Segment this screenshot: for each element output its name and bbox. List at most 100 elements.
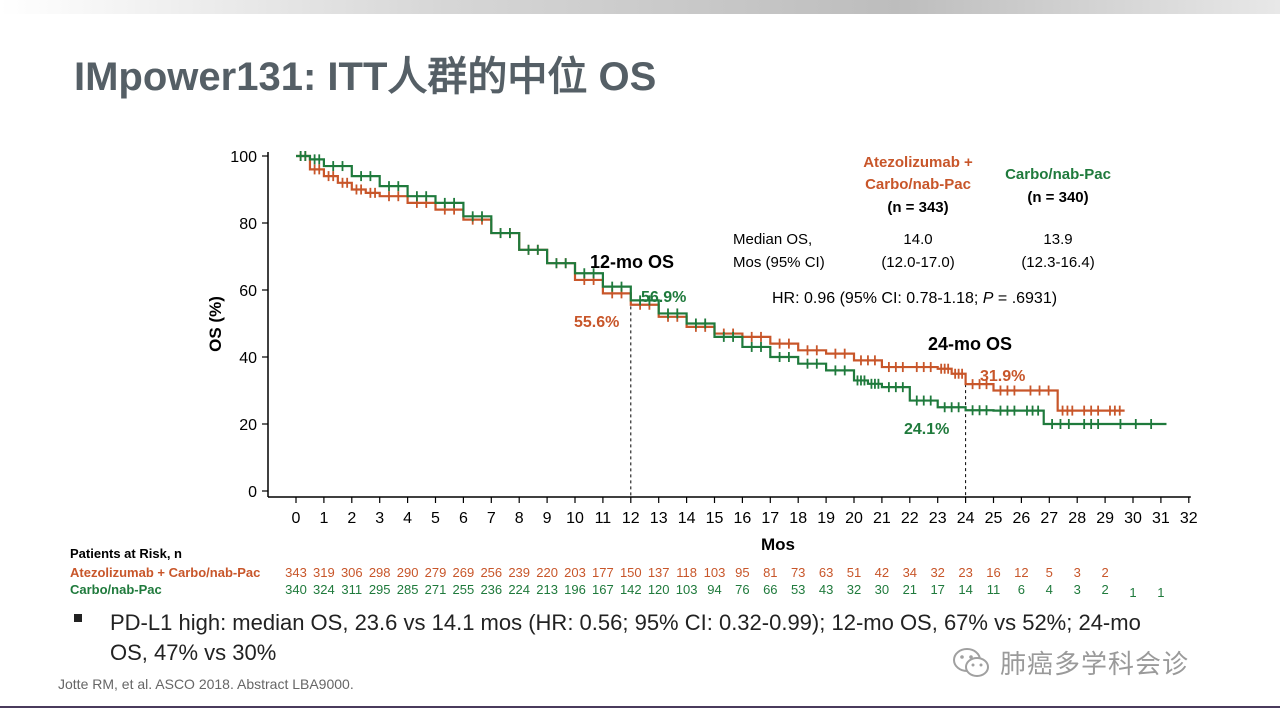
x-tick-label: 23 (929, 510, 947, 527)
x-tick-label: 26 (1013, 510, 1031, 527)
stats-atezo-median: 14.0 (903, 231, 932, 248)
os12-label: 12-mo OS (590, 252, 674, 272)
risk-value: 12 (1014, 565, 1029, 580)
x-tick-label: 30 (1124, 510, 1142, 527)
os24-label: 24-mo OS (928, 334, 1012, 354)
risk-value: 11 (986, 582, 1001, 597)
legend-atezo-n: (n = 343) (887, 199, 948, 216)
y-tick-label: 0 (248, 484, 257, 501)
risk-value: 17 (930, 582, 945, 597)
risk-value: 285 (396, 582, 419, 597)
risk-value: 295 (368, 582, 391, 597)
os24-carbo-value: 24.1% (904, 421, 949, 438)
risk-value: 6 (1017, 582, 1025, 597)
risk-row-label: Carbo/nab-Pac (70, 582, 162, 597)
y-tick-label: 80 (239, 216, 257, 233)
risk-value: 53 (790, 582, 806, 597)
risk-value: 34 (902, 565, 918, 580)
x-tick-label: 17 (761, 510, 779, 527)
slide-title: IMpower131: ITT人群的中位 OS (74, 55, 657, 99)
bullet-text: PD-L1 high: median OS, 23.6 vs 14.1 mos … (110, 610, 1141, 665)
risk-value: 81 (763, 565, 778, 580)
risk-value: 16 (986, 565, 1001, 580)
bottom-rule (0, 706, 1280, 708)
risk-value: 2 (1101, 582, 1109, 597)
risk-value: 220 (536, 565, 558, 580)
y-tick-label: 40 (239, 350, 257, 367)
risk-value: 137 (647, 565, 670, 580)
km-curve-carbo (296, 154, 1167, 426)
risk-value: 236 (480, 582, 503, 597)
x-tick-label: 9 (543, 510, 552, 527)
risk-value: 42 (874, 565, 890, 580)
risk-row-label: Atezolizumab + Carbo/nab-Pac (70, 565, 261, 580)
top-gradient-bar (0, 0, 1280, 14)
risk-value: 324 (313, 582, 335, 597)
risk-value: 76 (735, 582, 750, 597)
x-tick-label: 1 (319, 510, 328, 527)
risk-value: 5 (1045, 565, 1053, 580)
y-axis-label: OS (%) (206, 296, 225, 352)
risk-value: 311 (341, 582, 363, 597)
stats-carbo-ci: (12.3-16.4) (1021, 254, 1094, 271)
risk-value: 271 (424, 582, 447, 597)
risk-value: 306 (340, 565, 363, 580)
legend-carbo-name: Carbo/nab-Pac (1005, 166, 1111, 183)
os12-atezo-value: 55.6% (574, 314, 619, 331)
x-tick-label: 16 (734, 510, 752, 527)
risk-value: 340 (285, 582, 307, 597)
risk-value: 51 (846, 565, 862, 580)
x-tick-label: 0 (292, 510, 301, 527)
y-tick-label: 60 (239, 283, 257, 300)
watermark: 肺癌多学科会诊 (952, 644, 1189, 681)
x-tick-label: 28 (1068, 510, 1086, 527)
risk-table-header: Patients at Risk, n (70, 546, 182, 561)
stats-row-label-2: Mos (95% CI) (733, 254, 825, 271)
risk-value: 167 (592, 582, 614, 597)
risk-value: 32 (846, 582, 862, 597)
x-tick-label: 18 (789, 510, 807, 527)
risk-value: 103 (703, 565, 726, 580)
x-tick-label: 22 (901, 510, 919, 527)
risk-value: 319 (313, 565, 335, 580)
os24-atezo-value: 31.9% (980, 368, 1025, 385)
risk-value: 3 (1073, 582, 1081, 597)
x-tick-label: 20 (845, 510, 863, 527)
risk-value: 224 (508, 582, 531, 597)
stats-atezo-ci: (12.0-17.0) (881, 254, 954, 271)
risk-value: 269 (452, 565, 475, 580)
risk-value: 23 (958, 565, 973, 580)
risk-value: 203 (564, 565, 586, 580)
risk-value: 343 (285, 565, 307, 580)
x-tick-label: 8 (515, 510, 524, 527)
risk-value: 14 (958, 582, 973, 597)
x-axis-label: Mos (761, 535, 795, 554)
x-tick-label: 29 (1096, 510, 1114, 527)
risk-value: 196 (564, 582, 586, 597)
risk-value: 4 (1045, 582, 1053, 597)
x-tick-label: 19 (817, 510, 835, 527)
risk-value: 255 (452, 582, 475, 597)
x-tick-label: 4 (403, 510, 412, 527)
risk-value: 118 (676, 565, 697, 580)
risk-value: 290 (396, 565, 419, 580)
x-tick-label: 21 (873, 510, 891, 527)
x-tick-label: 6 (459, 510, 468, 527)
x-tick-label: 32 (1180, 510, 1198, 527)
y-tick-label: 20 (239, 417, 257, 434)
legend-atezo-line1: Atezolizumab + (863, 154, 973, 171)
risk-value: 30 (874, 582, 890, 597)
risk-value: 21 (902, 582, 918, 597)
risk-value: 63 (818, 565, 834, 580)
risk-value: 95 (735, 565, 750, 580)
x-tick-label: 27 (1040, 510, 1058, 527)
hazard-ratio-text: HR: 0.96 (95% CI: 0.78-1.18; P = .6931) (772, 290, 1057, 307)
risk-value: 298 (368, 565, 391, 580)
risk-value: 213 (536, 582, 558, 597)
risk-value: 73 (790, 565, 806, 580)
citation: Jotte RM, et al. ASCO 2018. Abstract LBA… (58, 676, 354, 692)
y-tick-label: 100 (230, 149, 257, 166)
risk-value: 1 (1129, 585, 1137, 600)
x-tick-label: 5 (431, 510, 440, 527)
risk-value: 43 (818, 582, 834, 597)
